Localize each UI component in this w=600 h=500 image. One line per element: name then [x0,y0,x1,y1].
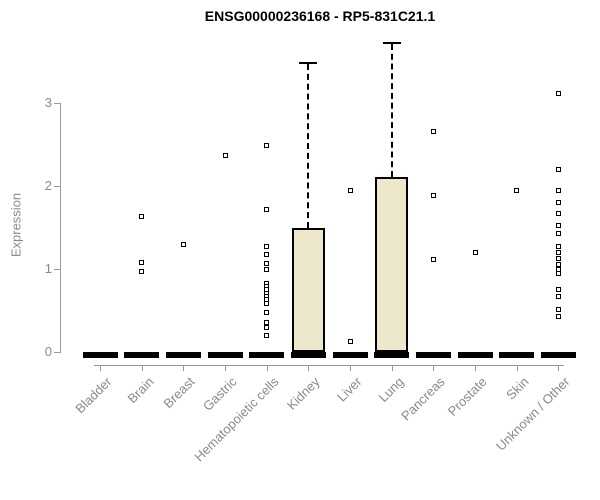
x-axis-tick [475,365,477,371]
outlier-point [555,261,561,267]
box [375,176,409,352]
outlier-point [555,307,561,313]
median-zero-bar [540,352,576,358]
x-axis-tick [225,365,226,371]
outlier-point [555,244,561,250]
outlier-point [430,193,436,199]
outlier-point [347,188,353,194]
x-axis-tick [558,365,560,371]
outlier-point [264,324,270,330]
median-zero-bar [415,352,451,358]
outlier-point [555,287,561,293]
median-zero-bar [332,352,368,358]
whisker [307,63,310,228]
median-zero-bar [374,352,410,358]
outlier-point [264,206,270,212]
y-tick-label: 1 [44,261,52,276]
y-axis-title: Expression [8,192,24,258]
x-axis-tick [433,365,435,371]
median-zero-bar [124,352,160,358]
outlier-point [264,300,270,306]
outlier-point [555,249,561,255]
outlier-point [264,244,270,250]
x-axis-tick [183,365,185,371]
x-axis-line [94,365,564,366]
median-zero-bar [165,352,201,358]
x-axis-tick [141,365,143,371]
outlier-point [555,210,561,216]
outlier-point [472,249,478,255]
outlier-point [555,293,561,299]
outlier-point [555,230,561,236]
outlier-point [264,332,270,338]
outlier-point [555,270,561,276]
median-zero-bar [82,352,118,358]
x-axis-tick [100,365,101,371]
x-axis-tick [350,365,352,371]
outlier-point [555,222,561,228]
y-axis-tick [54,352,60,353]
y-axis-line [60,103,61,353]
y-tick-label: 0 [44,344,52,359]
whisker-cap [299,61,318,64]
outlier-point [264,309,270,315]
y-axis-tick [54,186,60,187]
outlier-point [430,256,436,262]
outlier-point [264,142,270,148]
median-zero-bar [207,352,243,358]
outlier-point [347,338,353,344]
x-axis-tick [391,365,393,371]
x-axis-tick [308,365,310,371]
box [291,227,325,352]
median-zero-bar [499,352,535,358]
y-tick-label: 3 [44,95,52,110]
outlier-point [264,260,270,266]
outlier-point [264,266,270,272]
outlier-point [555,188,561,194]
outlier-point [139,268,145,274]
y-tick-label: 2 [44,178,52,193]
outlier-point [514,188,520,194]
x-axis-tick [516,365,518,371]
y-axis-tick [54,269,60,270]
median-zero-bar [249,352,285,358]
outlier-point [555,90,561,96]
outlier-point [264,252,270,258]
outlier-point [264,319,270,325]
outlier-point [180,241,186,247]
whisker-cap [382,42,401,45]
x-axis-tick [266,365,268,371]
outlier-point [555,166,561,172]
median-zero-bar [457,352,493,358]
outlier-point [430,128,436,134]
outlier-point [222,152,228,158]
outlier-point [139,259,145,265]
whisker [390,44,393,177]
chart-title: ENSG00000236168 - RP5-831C21.1 [204,8,436,24]
outlier-point [555,200,561,206]
outlier-point [555,313,561,319]
outlier-point [555,255,561,261]
median-zero-bar [290,352,326,358]
outlier-point [139,214,145,220]
y-axis-tick [54,103,60,104]
